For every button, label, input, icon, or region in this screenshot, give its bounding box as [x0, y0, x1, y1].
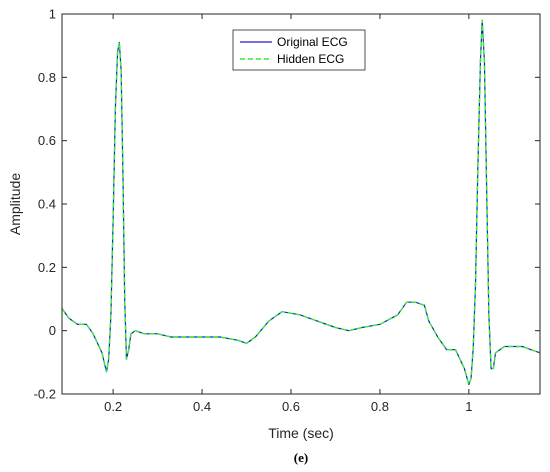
y-tick-label: -0.2 [34, 387, 56, 402]
y-tick-label: 0 [49, 323, 56, 338]
x-tick-label: 0.4 [193, 399, 211, 414]
x-tick-label: 1 [465, 399, 472, 414]
x-tick-label: 0.8 [371, 399, 389, 414]
x-tick-label: 0.6 [282, 399, 300, 414]
x-tick-label: 0.2 [104, 399, 122, 414]
plot-area [61, 19, 541, 386]
legend-label-original: Original ECG [277, 35, 348, 49]
legend-box [232, 29, 366, 71]
figure-caption: (e) [294, 450, 308, 465]
x-axis-label: Time (sec) [268, 425, 334, 441]
legend: Original ECG Hidden ECG [232, 29, 366, 71]
y-tick-label: 0.4 [38, 197, 56, 212]
legend-label-hidden: Hidden ECG [277, 52, 344, 66]
series-line-hidden-ecg [61, 19, 541, 386]
y-tick-label: 1 [49, 7, 56, 22]
y-tick-label: 0.2 [38, 260, 56, 275]
y-axis-label: Amplitude [7, 173, 23, 235]
y-tick-label: 0.6 [38, 133, 56, 148]
y-tick-label: 0.8 [38, 70, 56, 85]
axis-ticks: 0.2 0.4 0.6 0.8 1 -0.2 0 0.2 0.4 0.6 0.8 1 [34, 7, 540, 414]
